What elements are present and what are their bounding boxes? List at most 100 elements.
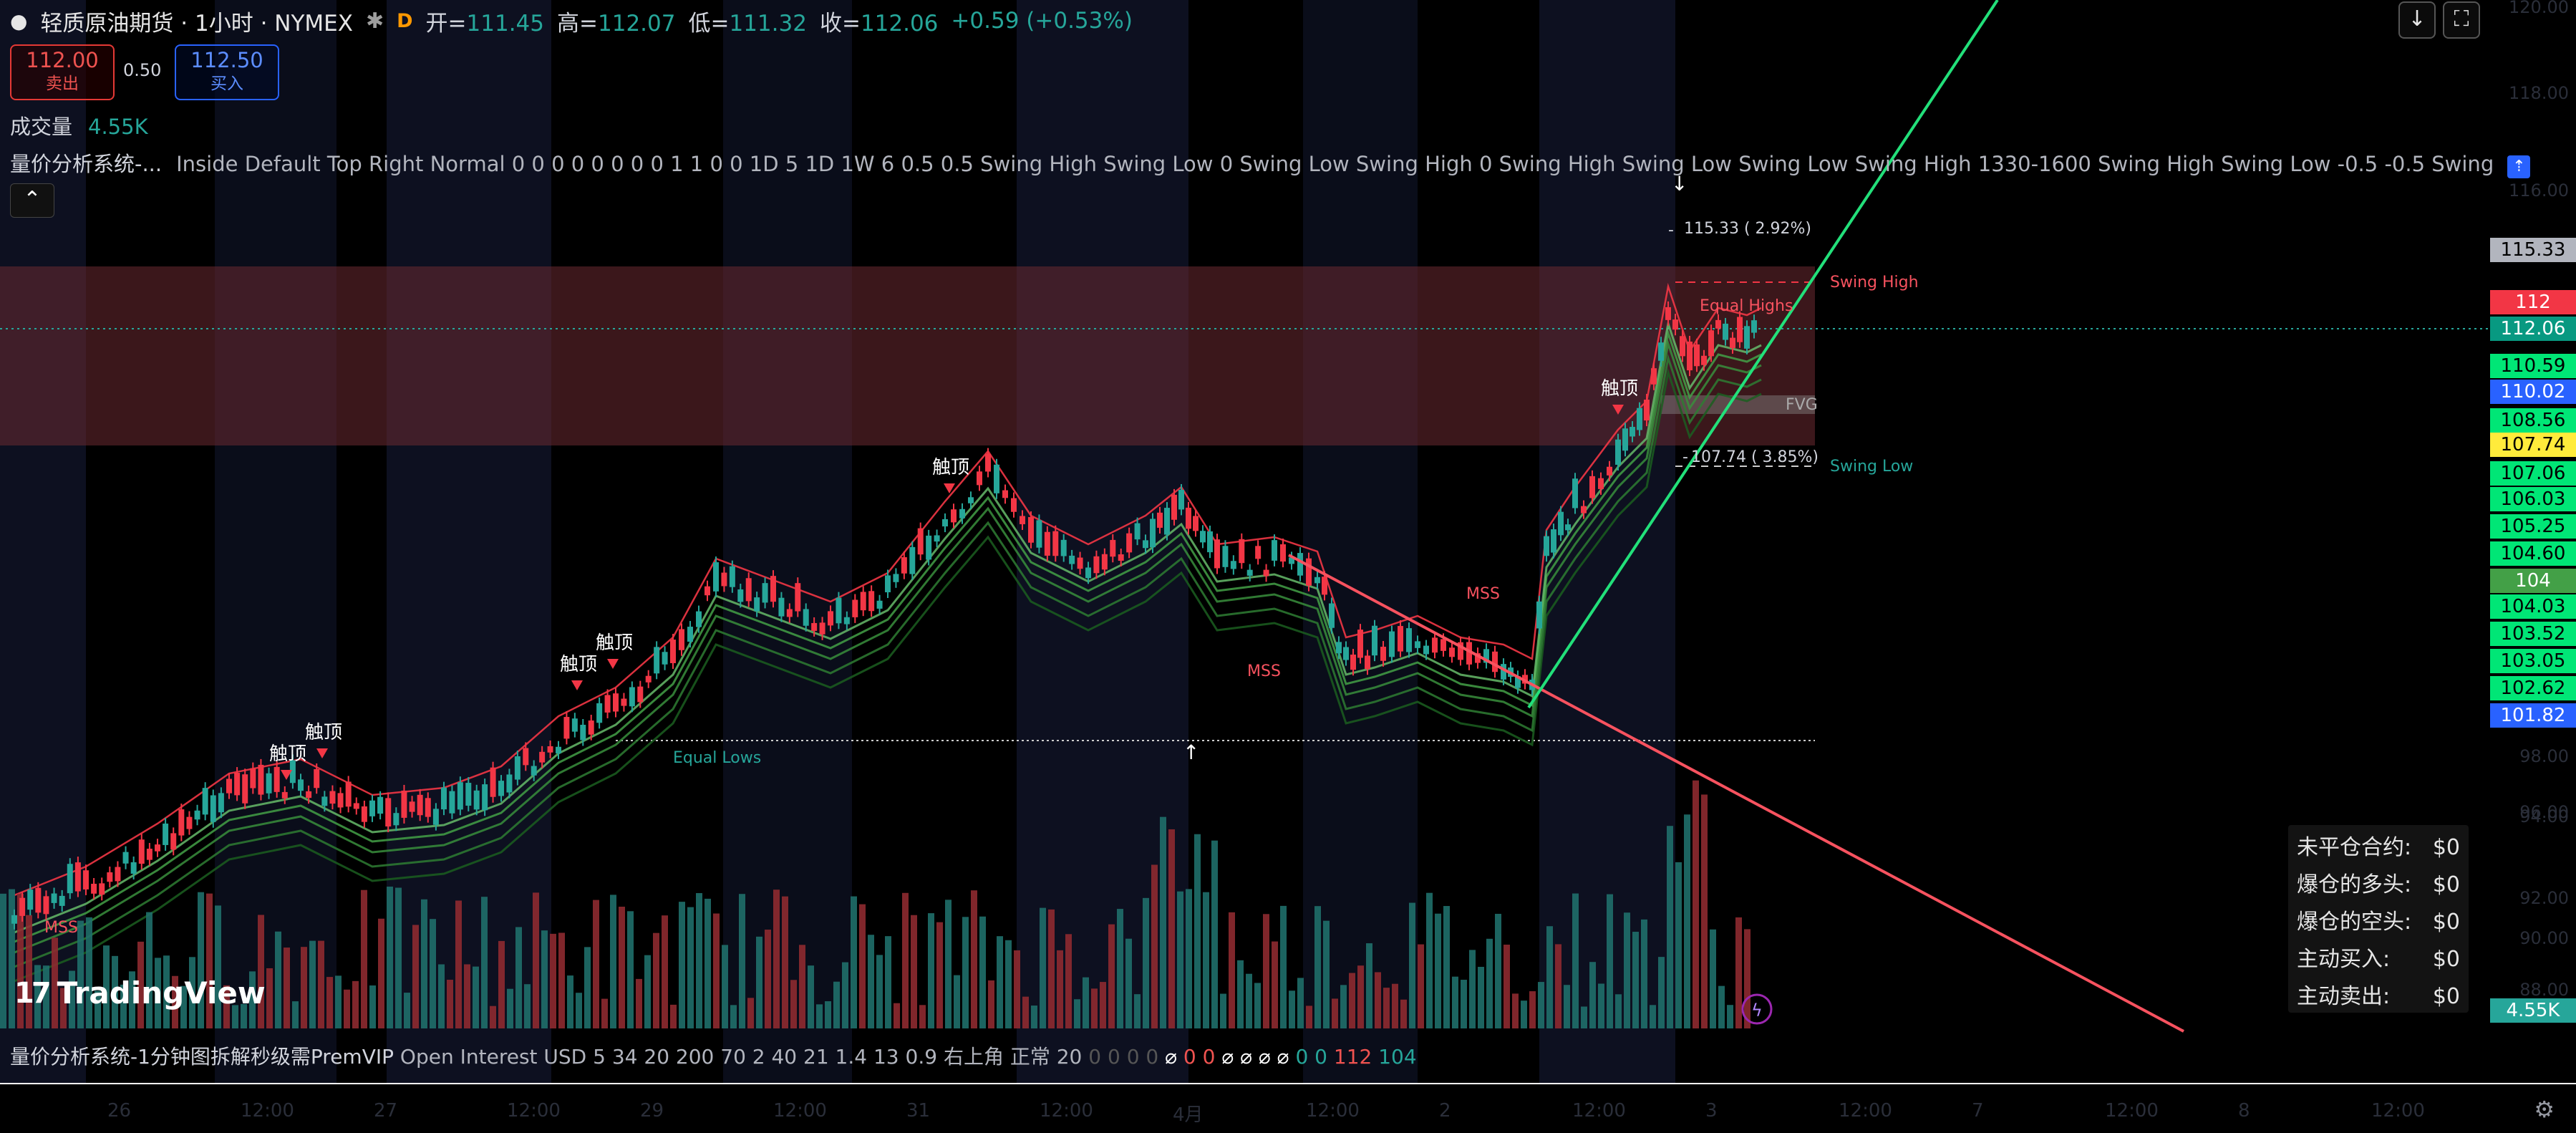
candle-body — [1207, 531, 1213, 553]
candle-body — [1028, 516, 1034, 543]
bottom-indicator-v2: 0 — [1183, 1045, 1196, 1069]
price-tick: 96.00 — [2519, 802, 2569, 822]
volume-bar — [1203, 892, 1209, 1028]
close-value: 112.06 — [860, 10, 939, 37]
candle-body — [51, 893, 57, 903]
indicator-up-icon[interactable]: ⇡ — [2507, 155, 2531, 178]
volume-bar — [997, 936, 1003, 1028]
volume-bar — [954, 975, 960, 1028]
bottom-indicator-v3: 0 — [1202, 1045, 1216, 1069]
volume-bar — [1357, 965, 1364, 1028]
time-tick: 12:00 — [507, 1100, 561, 1122]
fullscreen-button[interactable]: ⛶ — [2443, 1, 2480, 39]
candle-body — [547, 746, 553, 753]
candle-body — [1093, 556, 1100, 574]
bottom-indicator-name[interactable]: 量价分析系统-1分钟图拆解秒级需PremVIP — [10, 1045, 394, 1069]
volume-bar — [1478, 966, 1484, 1028]
buy-button[interactable]: 112.50 买入 — [175, 44, 279, 100]
volume-bar — [352, 980, 359, 1028]
candle-body — [514, 756, 520, 780]
star-icon[interactable]: ✱ — [365, 8, 384, 34]
collapse-legend-button[interactable]: ⌃ — [10, 183, 54, 218]
candle-body — [1723, 323, 1728, 340]
candle-body — [1551, 529, 1556, 553]
candle-body — [1060, 539, 1067, 556]
volume-bar — [344, 989, 350, 1028]
time-axis[interactable] — [0, 1083, 2576, 1133]
candle-body — [337, 793, 344, 808]
indicator-name[interactable]: 量价分析系统-... — [10, 152, 163, 176]
candle-body — [1458, 642, 1463, 660]
indicator-legend[interactable]: 量价分析系统-... Inside Default Top Right Norma… — [10, 148, 2531, 178]
volume-bar — [1048, 909, 1055, 1028]
volume-bar — [584, 947, 591, 1028]
symbol-title[interactable]: 轻质原油期货 · 1小时 · NYMEX — [40, 10, 353, 37]
candle-body — [1289, 557, 1294, 564]
volume-bar — [619, 907, 625, 1028]
sell-button[interactable]: 112.00 卖出 — [10, 44, 115, 100]
tradingview-logo[interactable]: 17 TradingView — [14, 975, 266, 1011]
candle-body — [745, 578, 752, 602]
candle-body — [1357, 630, 1363, 658]
settings-gear-icon[interactable]: ⚙ — [2534, 1096, 2555, 1123]
price-label: 107.74 — [2490, 433, 2576, 457]
bottom-indicator-v1: ⌀ — [1165, 1045, 1178, 1069]
candle-body — [968, 497, 974, 503]
symbol-header[interactable]: ● 轻质原油期货 · 1小时 · NYMEX ✱ D 开=111.45 高=11… — [10, 4, 1133, 37]
volume-bar — [1486, 938, 1493, 1028]
volume-bar — [1254, 983, 1261, 1028]
volume-bar — [653, 932, 659, 1028]
candle-body — [43, 896, 49, 915]
candle-body — [1694, 344, 1700, 367]
touch-top-triangle-icon — [571, 680, 583, 690]
volume-bar — [1572, 893, 1579, 1028]
candle-body — [1737, 317, 1743, 342]
price-label: 112.06 — [2490, 317, 2576, 341]
candle-body — [860, 592, 866, 611]
price-label: 104.03 — [2490, 594, 2576, 619]
candle-body — [1336, 642, 1342, 654]
bottom-indicator-legend[interactable]: 量价分析系统-1分钟图拆解秒级需PremVIP Open Interest US… — [10, 1041, 1417, 1070]
candle-body — [613, 693, 619, 712]
candle-body — [1572, 478, 1578, 508]
low-label: 低= — [688, 10, 730, 37]
candle-body — [893, 574, 899, 582]
time-tick: 12:00 — [1839, 1100, 1892, 1122]
buy-label: 买入 — [210, 74, 243, 93]
volume-bar — [1607, 894, 1613, 1028]
candle-body — [385, 798, 392, 826]
candle-body — [1164, 508, 1170, 535]
volume-bar — [1194, 834, 1201, 1028]
volume-legend[interactable]: 成交量 4.55K — [10, 110, 148, 140]
volume-bar — [704, 898, 711, 1028]
candle-body — [909, 546, 916, 574]
bottom-indicator-zeros: 0 0 0 0 — [1088, 1045, 1159, 1069]
volume-bar — [1091, 988, 1098, 1028]
price-tick: 92.00 — [2519, 888, 2569, 908]
candle-body — [1658, 342, 1664, 361]
info-row: 主动买入: $0 — [2297, 941, 2460, 978]
fvg-label: FVG — [1786, 396, 1818, 414]
open-label: 开= — [425, 10, 467, 37]
volume-bar — [447, 980, 453, 1028]
candle-body — [1701, 355, 1707, 365]
price-label: 106.03 — [2490, 487, 2576, 511]
touch-top-triangle-icon — [316, 748, 328, 758]
scroll-to-latest-button[interactable]: ↓ — [2398, 1, 2436, 39]
candle-body — [59, 895, 65, 906]
volume-bar — [1083, 977, 1089, 1028]
info-label: 爆仓的空头: — [2297, 910, 2412, 935]
candle-body — [942, 519, 948, 527]
candle-body — [1171, 494, 1177, 520]
volume-bar — [60, 988, 67, 1028]
volume-bar — [1246, 973, 1252, 1028]
volume-bar — [464, 964, 470, 1028]
candle-body — [1415, 641, 1420, 648]
arrow-up-marker: ↑ — [1183, 741, 1199, 764]
candle-body — [1036, 520, 1042, 548]
candle-body — [115, 867, 121, 882]
volume-bar — [833, 981, 840, 1028]
time-tick: 4月 — [1173, 1104, 1204, 1126]
